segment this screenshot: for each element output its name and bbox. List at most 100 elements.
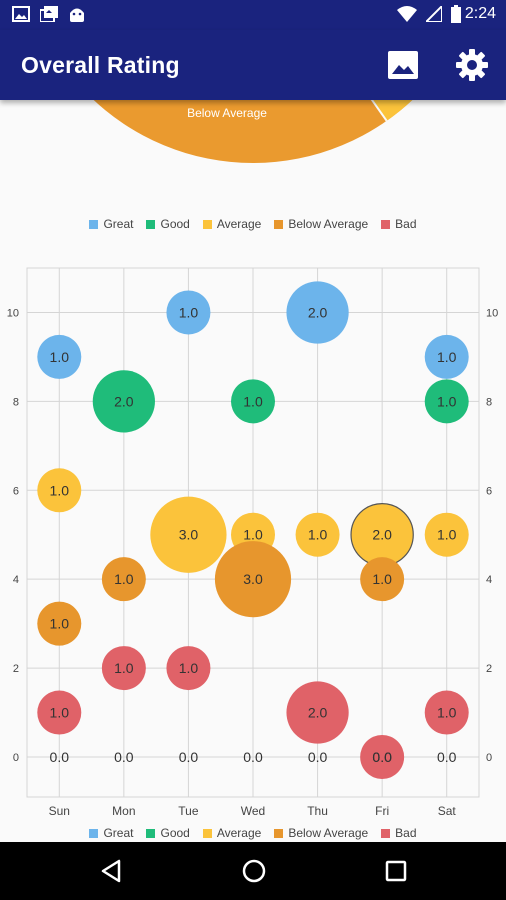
legend-swatch [274, 828, 284, 838]
pie-slice-average [372, 100, 413, 121]
legend-swatch [89, 219, 99, 229]
image-icon [12, 6, 30, 22]
bubble-below-average[interactable] [360, 557, 405, 602]
bubble-great[interactable] [37, 334, 82, 379]
bubble-average[interactable] [424, 512, 469, 557]
bubble-average[interactable] [150, 496, 227, 573]
bubble-good[interactable] [424, 379, 469, 424]
bubble-bad[interactable] [286, 681, 349, 744]
bubble-below-average[interactable] [214, 541, 292, 618]
bubble-great[interactable] [166, 290, 211, 335]
wifi-icon [396, 6, 417, 22]
status-bar: 2 2:24 [0, 0, 506, 30]
settings-icon[interactable] [454, 47, 490, 83]
zero-value-label: 0.0 [308, 749, 328, 765]
bubble-average[interactable] [37, 468, 82, 513]
legend-label: Bad [395, 826, 417, 840]
x-tick-label: Sun [49, 804, 70, 818]
legend-swatch [381, 219, 391, 229]
zero-value-label: 0.0 [50, 749, 70, 765]
recents-icon[interactable] [381, 856, 411, 886]
bubble-bad[interactable] [166, 646, 211, 691]
bubble-below-average[interactable] [101, 557, 146, 602]
page-title: Overall Rating [21, 52, 180, 78]
bubble-label: 3.0 [179, 527, 199, 543]
legend-label: Great [103, 217, 134, 231]
chart-grid: Sun Mon Tue Wed Thu Fri Sat 0 0 2 2 4 4 6 6 8 8 10 10 [7, 267, 498, 818]
legend-item-great: Great [89, 217, 133, 231]
y-tick-label-right: 6 [486, 485, 492, 497]
android-icon [70, 8, 84, 22]
y-tick-label-left: 8 [13, 396, 19, 408]
legend-label: Below Average [288, 217, 369, 231]
pie-slice-below-average [93, 100, 413, 163]
bubble-great[interactable] [424, 334, 469, 379]
bubble-bad[interactable] [360, 734, 405, 779]
bubble-label: 1.0 [243, 393, 263, 409]
legend-item-below-average: Below Average [274, 217, 368, 231]
home-icon[interactable] [239, 856, 269, 886]
bubble-below-average[interactable] [37, 601, 82, 646]
bubble-label: 1.0 [50, 482, 70, 498]
bubble-bad[interactable] [37, 690, 82, 735]
legend-label: Below Average [288, 826, 369, 840]
bubble-label: 3.0 [243, 571, 263, 587]
bubble-average[interactable] [295, 512, 340, 557]
battery-icon [450, 5, 461, 23]
legend-label: Average [216, 217, 262, 231]
image-icon[interactable] [385, 47, 421, 83]
bubble-label: 0.0 [372, 749, 392, 765]
bubble-label: 1.0 [179, 660, 199, 676]
bubble-label: 1.0 [308, 527, 328, 543]
pie-chart-fragment: Below Average [93, 100, 413, 163]
bubble-good[interactable] [92, 370, 155, 433]
y-tick-label-left: 0 [13, 752, 19, 764]
zero-value-label: 0.0 [179, 749, 199, 765]
legend-item-average: Average [202, 217, 262, 231]
bubble-label: 1.0 [372, 571, 392, 587]
bubble-label: 1.0 [179, 304, 199, 320]
status-time: 2:24 [464, 5, 496, 22]
bubble-label: 2.0 [372, 527, 392, 543]
legend-item-bad: Bad [381, 217, 417, 231]
bubble-chart: Below Average Sun Mon Tue Wed Thu Fri Sat 0 0 2 2 4… [7, 100, 498, 818]
x-tick-label: Fri [375, 804, 389, 818]
bubble-label: 1.0 [437, 349, 457, 365]
legend-item-good: Good [146, 217, 190, 231]
bubble-label: 1.0 [437, 393, 457, 409]
legend-swatch [202, 219, 212, 229]
legend-label: Good [160, 217, 190, 231]
bubble-good[interactable] [231, 379, 275, 424]
y-tick-label-right: 8 [486, 396, 492, 408]
x-tick-label: Thu [307, 804, 328, 818]
x-tick-label: Mon [112, 804, 135, 818]
bubble-label: 2.0 [114, 393, 134, 409]
back-icon[interactable] [97, 856, 127, 886]
chart-bubbles: 1.0 1.0 2.0 1.0 2.0 1.0 1.0 1.0 3.0 1.0 1.0 2.0 1.0 1… [37, 281, 469, 779]
x-tick-label: Sat [438, 804, 457, 818]
legend-top: Great Good Average Below Average Bad [0, 217, 506, 231]
legend-swatch [89, 828, 99, 838]
chart-content[interactable]: Below Average Sun Mon Tue Wed Thu Fri Sat 0 0 2 2 4… [0, 100, 506, 842]
y-tick-label-left: 2 [13, 663, 19, 675]
bubble-label: 1.0 [437, 705, 457, 721]
y-tick-label-right: 10 [486, 307, 498, 319]
app-bar: Overall Rating [0, 30, 506, 100]
y-tick-label-right: 4 [486, 574, 492, 586]
y-tick-label-left: 10 [7, 307, 19, 319]
bubble-bad[interactable] [424, 690, 469, 735]
zero-value-label: 0.0 [372, 749, 392, 765]
legend-label: Average [216, 826, 262, 840]
legend-item-good: Good [146, 826, 190, 840]
bubble-bad[interactable] [101, 646, 146, 691]
bubble-label: 1.0 [437, 527, 457, 543]
signal-icon [425, 6, 442, 22]
legend-bottom: Great Good Average Below Average Bad [0, 826, 506, 840]
bubble-great[interactable] [286, 281, 349, 344]
bubble-label: 1.0 [50, 705, 70, 721]
bubble-label: 1.0 [243, 527, 263, 543]
bubble-label: 1.0 [114, 660, 134, 676]
zero-value-label: 0.0 [114, 749, 134, 765]
legend-item-average: Average [202, 826, 262, 840]
legend-swatch [381, 828, 391, 838]
